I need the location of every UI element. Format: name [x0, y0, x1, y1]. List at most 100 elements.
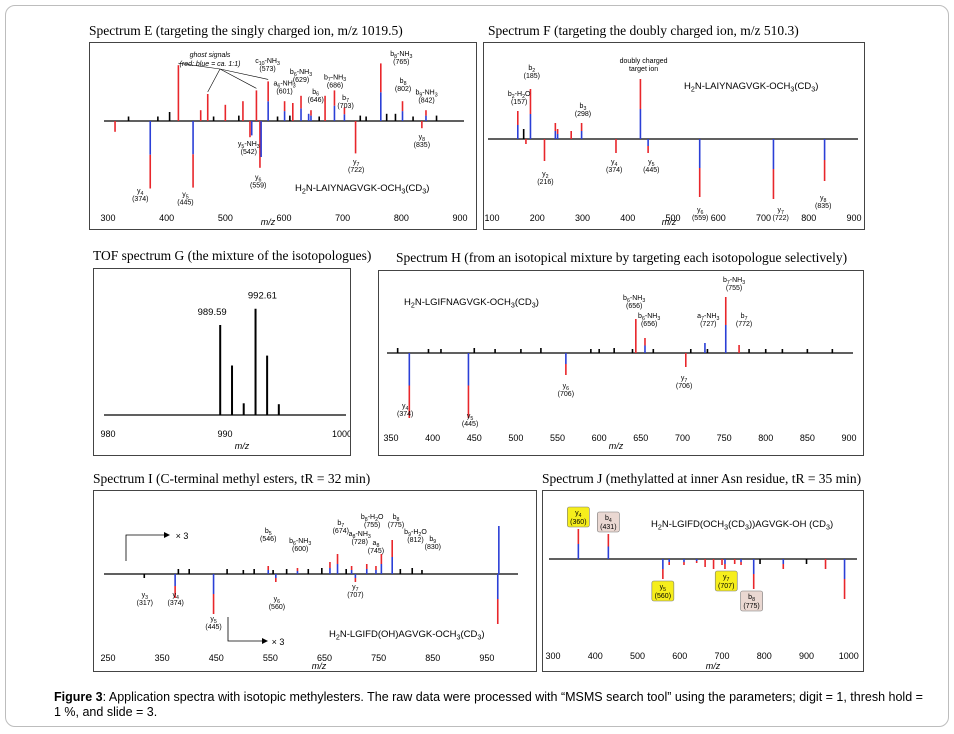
tick-label: 900 — [846, 213, 861, 223]
peak-label: y7 — [723, 574, 730, 583]
label-box — [567, 506, 590, 528]
tick-label: 800 — [757, 651, 772, 661]
peak-label: (775) — [388, 522, 404, 529]
tick-label: 400 — [425, 433, 440, 443]
peak-label: (686) — [327, 82, 343, 89]
peak-label: (830) — [425, 544, 441, 551]
peak-label: b5 — [265, 528, 272, 537]
title-spectrum-E: Spectrum E (targeting the singly charged… — [89, 23, 403, 38]
tick-label: 1000 — [839, 651, 859, 661]
peak-label: 992.61 — [248, 291, 277, 302]
peak-label: b8-NH3 — [390, 51, 412, 60]
tick-label: 750 — [371, 653, 386, 663]
peak-label: y8 — [820, 195, 827, 204]
peak-label: y3 — [142, 592, 149, 601]
tick-label: 300 — [545, 651, 560, 661]
tick-label: 700 — [756, 213, 771, 223]
peak-label: y5 — [660, 584, 667, 593]
peak-label: b4 — [605, 515, 612, 524]
peak-label: a8 — [373, 540, 380, 549]
peak-label: y4 — [402, 403, 409, 412]
peak-label: y5 — [467, 413, 474, 422]
zoom-label: × 3 — [272, 637, 285, 647]
peak-label: y5 — [648, 159, 655, 168]
note-arrow — [178, 62, 221, 70]
tick-label: 550 — [550, 433, 565, 443]
tick-label: 300 — [575, 213, 590, 223]
tick-label: 800 — [394, 213, 409, 223]
tick-label: 600 — [592, 433, 607, 443]
peptide-sequence: H2N-LGIFD(OH)AGVGK-OCH3(CD3) — [329, 629, 484, 641]
chart-F: 100 200 300 400 500 600 700 800 900 m/z H2N-LAIYNA… — [484, 58, 861, 227]
peak-label: y8 — [419, 134, 426, 143]
tick-label: 250 — [100, 653, 115, 663]
peak-label: (573) — [259, 66, 275, 73]
peak-label: (559) — [250, 183, 266, 190]
peak-label: y6 — [255, 175, 261, 184]
axis-label: m/z — [609, 441, 624, 451]
peak-label: y4 — [611, 159, 618, 168]
tick-label: 850 — [425, 653, 440, 663]
peak-label: b7-NH3 — [723, 277, 745, 286]
peak-label: (745) — [368, 548, 384, 555]
peak-label: b6 — [312, 89, 319, 98]
peak-label: (835) — [414, 142, 430, 149]
tick-label: 100 — [484, 213, 499, 223]
tick-label: 700 — [714, 651, 729, 661]
peak-label: (727) — [700, 321, 716, 328]
peak-label: (542) — [241, 149, 257, 156]
peak-label: (755) — [726, 285, 742, 292]
peak-label: (157) — [511, 99, 527, 106]
tick-label: 850 — [800, 433, 815, 443]
peak-label: (374) — [606, 167, 622, 174]
peak-label: b2-H2O — [508, 91, 531, 100]
peak-label: a7-NH3 — [697, 313, 719, 322]
zoom-arrow — [262, 638, 268, 644]
peak-label: (722) — [348, 167, 364, 174]
peak-label: (706) — [676, 383, 692, 390]
tick-label: 800 — [758, 433, 773, 443]
peak-label: (722) — [773, 215, 789, 222]
peak-label: b8 — [748, 594, 755, 603]
peak-label: (185) — [524, 73, 540, 80]
tick-label: 350 — [155, 653, 170, 663]
peak-label: (765) — [393, 59, 409, 66]
peak-label: b6-NH3 — [289, 538, 311, 547]
axis-label: m/z — [706, 661, 721, 671]
peak-label: (674) — [333, 528, 349, 535]
peak-label: b2 — [528, 65, 535, 74]
peak-label: (835) — [815, 203, 831, 210]
axis-label: m/z — [261, 217, 276, 227]
title-spectrum-F: Spectrum F (targeting the doubly charged… — [488, 23, 799, 38]
note-arrow — [219, 68, 257, 89]
zoom-bracket — [227, 617, 262, 642]
zoom-bracket — [125, 534, 164, 561]
peak-label: (445) — [177, 200, 193, 207]
tick-label: 950 — [479, 653, 494, 663]
title-spectrum-G: TOF spectrum G (the mixture of the isoto… — [93, 248, 372, 263]
tick-label: 400 — [159, 213, 174, 223]
peak-label: y2 — [542, 171, 549, 180]
peak-label: b3 — [580, 103, 587, 112]
peak-label: b9-H2O — [404, 529, 427, 538]
tick-label: 800 — [801, 213, 816, 223]
peak-label: (707) — [718, 583, 734, 590]
panel-F: 100 200 300 400 500 600 700 800 900 m/z H2N-LAIYNA… — [483, 42, 865, 230]
tick-label: 450 — [209, 653, 224, 663]
peak-label: (842) — [418, 98, 434, 105]
panel-H: 350 400 450 500 550 600 650 700 750 800 850 900 m/z H… — [378, 270, 864, 456]
label-box — [740, 590, 763, 612]
tick-label: 1000 — [332, 429, 350, 439]
peak-label: y7 — [681, 375, 688, 384]
zoom-arrow — [164, 532, 170, 538]
peak-label: b6-NH3 — [290, 69, 312, 78]
caption-label: Figure 3 — [54, 690, 103, 704]
tick-label: 600 — [672, 651, 687, 661]
chart-J: 300 400 500 600 700 800 900 1000 m/z H2N-LGIFD(OC… — [545, 506, 859, 671]
peak-label: (560) — [655, 593, 671, 600]
tick-label: 200 — [530, 213, 545, 223]
peak-label: b8 — [400, 78, 407, 87]
peak-label: b9 — [429, 536, 436, 545]
peak-label: target ion — [629, 66, 658, 73]
ghost-note: ghost signals — [190, 52, 231, 59]
